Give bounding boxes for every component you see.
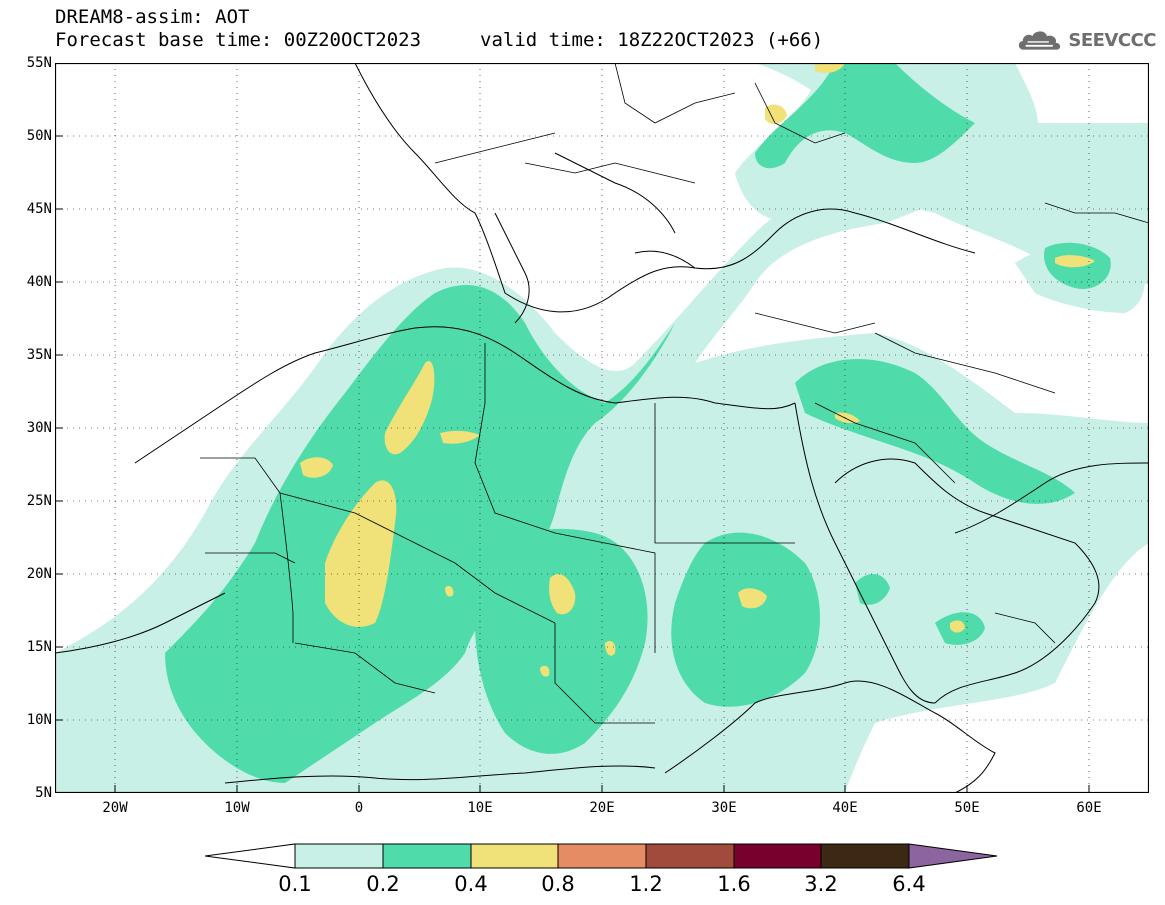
aot-level-0.4 — [300, 63, 1095, 677]
lat-label-10n: 10N — [26, 712, 52, 728]
seevccc-logo: SEEVCCC — [1016, 26, 1156, 54]
legend-swatch-0.2 — [382, 843, 472, 869]
lon-label-60e: 60E — [1076, 800, 1102, 816]
legend-arrow-above — [908, 843, 998, 869]
lat-label-25n: 25N — [26, 493, 52, 509]
lat-label-45n: 45N — [26, 201, 52, 217]
lat-label-40n: 40N — [26, 274, 52, 290]
legend-swatch-0.4 — [470, 843, 559, 869]
lon-label-50e: 50E — [954, 800, 980, 816]
cloud-icon — [1018, 31, 1061, 50]
lat-label-30n: 30N — [26, 420, 52, 436]
lon-label-40e: 40E — [832, 800, 858, 816]
lat-label-15n: 15N — [26, 639, 52, 655]
logo-text: SEEVCCC — [1068, 29, 1156, 51]
legend-label-0.4: 0.4 — [454, 872, 488, 896]
lon-label-10w: 10W — [224, 800, 250, 816]
lat-label-55n: 55N — [26, 55, 52, 71]
legend-label-1.6: 1.6 — [717, 872, 751, 896]
legend-swatch-1.6 — [733, 843, 822, 869]
lon-label-30e: 30E — [711, 800, 737, 816]
lat-label-35n: 35N — [26, 347, 52, 363]
lon-label-20e: 20E — [589, 800, 615, 816]
aot-level-0.2 — [165, 63, 1111, 783]
coastlines — [55, 63, 1149, 793]
legend-arrow-below — [205, 843, 296, 869]
legend-label-0.2: 0.2 — [366, 872, 400, 896]
map-border — [55, 63, 1149, 793]
legend-swatch-0.8 — [557, 843, 647, 869]
lat-label-50n: 50N — [26, 128, 52, 144]
axis-ticks — [55, 135, 1090, 793]
legend-label-6.4: 6.4 — [892, 872, 926, 896]
lon-label-10e: 10E — [467, 800, 493, 816]
legend-swatch-1.2 — [645, 843, 735, 869]
lon-label-0: 0 — [354, 800, 364, 816]
color-legend — [205, 843, 998, 869]
forecast-base-time: Forecast base time: 00Z20OCT2023 — [55, 29, 422, 51]
legend-swatch-0.1 — [294, 843, 384, 869]
country-borders — [200, 63, 1149, 724]
lon-label-20w: 20W — [102, 800, 128, 816]
legend-label-0.8: 0.8 — [541, 872, 575, 896]
legend-label-3.2: 3.2 — [804, 872, 838, 896]
lat-label-20n: 20N — [26, 566, 52, 582]
aot-map — [55, 63, 1149, 793]
graticule — [55, 63, 1149, 793]
legend-swatch-3.2 — [820, 843, 910, 869]
map-title: DREAM8-assim: AOT — [55, 6, 250, 28]
valid-time: valid time: 18Z22OCT2023 (+66) — [480, 29, 824, 51]
legend-label-1.2: 1.2 — [629, 872, 663, 896]
legend-label-0.1: 0.1 — [278, 872, 312, 896]
lat-label-5n: 5N — [35, 785, 52, 801]
